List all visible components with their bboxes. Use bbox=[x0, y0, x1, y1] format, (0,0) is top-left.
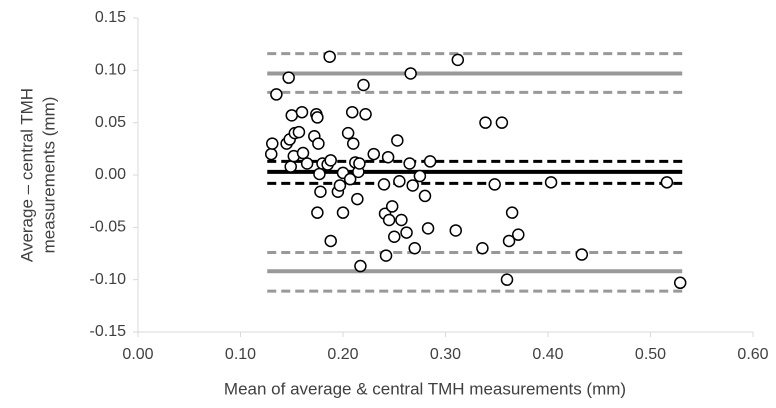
x-tick-label: 0.00 bbox=[122, 346, 153, 363]
data-point bbox=[495, 116, 509, 129]
x-tick-label: 0.60 bbox=[737, 346, 768, 363]
data-point bbox=[500, 273, 514, 286]
data-point bbox=[385, 200, 399, 213]
data-point bbox=[673, 276, 687, 290]
data-point bbox=[512, 228, 525, 241]
data-point bbox=[265, 147, 278, 161]
data-point bbox=[311, 206, 324, 219]
y-axis-label: Average – central TMH bbox=[17, 88, 36, 262]
data-point bbox=[400, 226, 413, 239]
data-point bbox=[479, 116, 492, 129]
data-point bbox=[502, 234, 516, 248]
data-point bbox=[284, 160, 297, 173]
data-point bbox=[313, 167, 326, 181]
x-axis-label: Mean of average & central TMH measuremen… bbox=[224, 379, 626, 398]
data-point bbox=[418, 189, 432, 203]
data-point bbox=[343, 172, 357, 186]
data-point bbox=[353, 157, 366, 170]
y-axis-label: measurements (mm) bbox=[39, 97, 58, 254]
data-point bbox=[323, 50, 336, 63]
data-point bbox=[423, 155, 437, 168]
data-point bbox=[377, 178, 391, 191]
data-point bbox=[449, 224, 462, 237]
x-tick-label: 0.20 bbox=[327, 346, 358, 363]
data-point bbox=[312, 137, 325, 150]
data-point bbox=[354, 259, 367, 273]
y-tick-label: 0.05 bbox=[95, 114, 126, 131]
data-point bbox=[285, 109, 298, 122]
data-point bbox=[300, 157, 314, 170]
data-point bbox=[324, 234, 337, 248]
data-point bbox=[575, 248, 589, 261]
data-point bbox=[395, 213, 408, 227]
data-point bbox=[476, 242, 489, 255]
data-point bbox=[311, 111, 324, 124]
x-tick-label: 0.50 bbox=[635, 346, 666, 363]
data-point bbox=[391, 134, 404, 147]
data-point bbox=[403, 157, 416, 170]
data-point bbox=[451, 53, 465, 67]
data-point bbox=[421, 222, 435, 235]
y-tick-label: 0.00 bbox=[95, 166, 126, 183]
data-point bbox=[314, 185, 327, 198]
data-point bbox=[406, 179, 419, 192]
data-point bbox=[408, 242, 421, 255]
data-point bbox=[345, 105, 359, 119]
data-point bbox=[324, 154, 337, 167]
x-tick-label: 0.40 bbox=[532, 346, 563, 363]
x-tick-label: 0.10 bbox=[225, 346, 256, 363]
y-tick-label: 0.10 bbox=[95, 62, 126, 79]
data-point bbox=[379, 249, 393, 262]
data-point bbox=[357, 78, 370, 92]
y-axis-label-group: Average – central TMH measurements (mm) bbox=[17, 88, 58, 262]
data-point bbox=[295, 105, 309, 119]
y-tick-label: -0.15 bbox=[90, 323, 127, 340]
data-point bbox=[381, 150, 395, 164]
data-point bbox=[404, 67, 417, 80]
data-point bbox=[660, 176, 674, 189]
y-tick-label: 0.15 bbox=[95, 9, 126, 26]
data-point bbox=[282, 71, 295, 84]
data-point bbox=[266, 137, 279, 150]
data-point bbox=[292, 125, 306, 139]
x-tick-label: 0.30 bbox=[430, 346, 461, 363]
data-point bbox=[347, 137, 360, 150]
data-point bbox=[388, 230, 401, 244]
data-point bbox=[382, 213, 396, 227]
data-point bbox=[413, 169, 427, 183]
y-tick-label: -0.10 bbox=[90, 271, 127, 288]
data-point bbox=[341, 126, 355, 140]
data-point bbox=[544, 176, 558, 189]
y-tick-label: -0.05 bbox=[90, 219, 127, 236]
data-point bbox=[393, 175, 406, 188]
data-point bbox=[336, 206, 350, 219]
data-point bbox=[359, 108, 372, 121]
data-point bbox=[367, 147, 380, 161]
data-point bbox=[270, 88, 283, 101]
data-point bbox=[296, 146, 310, 160]
data-point bbox=[505, 206, 519, 219]
data-point bbox=[351, 192, 364, 206]
data-point bbox=[488, 178, 501, 191]
data-point bbox=[333, 179, 347, 192]
